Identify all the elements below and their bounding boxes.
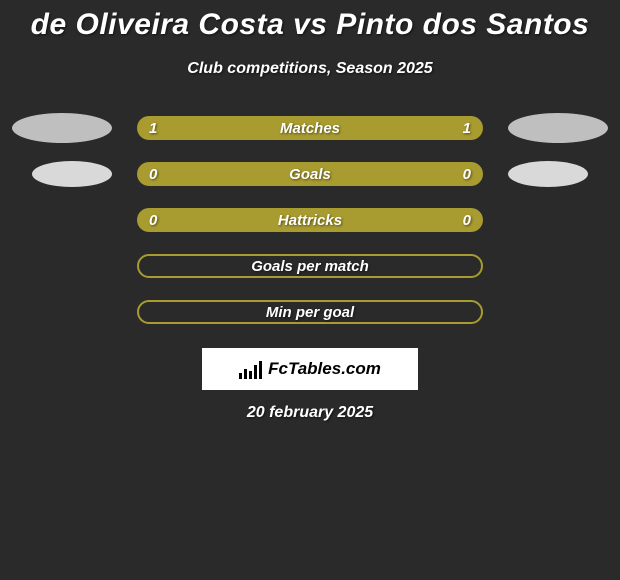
stat-bar: Goals per match	[137, 254, 483, 278]
stats-list: 1 Matches 1 0 Goals 0 0 Hattricks 0	[0, 116, 620, 324]
brand-text: FcTables.com	[268, 359, 381, 379]
player2-avatar	[508, 161, 588, 187]
subtitle: Club competitions, Season 2025	[0, 60, 620, 78]
stat-label: Min per goal	[266, 304, 354, 321]
stat-label: Hattricks	[278, 212, 342, 229]
stat-right-value: 0	[463, 212, 471, 229]
player1-avatar	[12, 113, 112, 143]
stat-left-value: 1	[149, 120, 157, 137]
stat-bar: 1 Matches 1	[137, 116, 483, 140]
chart-icon	[239, 359, 262, 379]
stat-row-goals: 0 Goals 0	[0, 162, 620, 186]
date-text: 20 february 2025	[0, 404, 620, 422]
stat-left-value: 0	[149, 166, 157, 183]
stat-label: Goals per match	[251, 258, 369, 275]
stat-row-hattricks: 0 Hattricks 0	[0, 208, 620, 232]
comparison-card: de Oliveira Costa vs Pinto dos Santos Cl…	[0, 0, 620, 422]
stat-bar: 0 Goals 0	[137, 162, 483, 186]
page-title: de Oliveira Costa vs Pinto dos Santos	[0, 8, 620, 42]
stat-left-value: 0	[149, 212, 157, 229]
player1-avatar	[32, 161, 112, 187]
stat-row-goals-per-match: Goals per match	[0, 254, 620, 278]
stat-bar: 0 Hattricks 0	[137, 208, 483, 232]
stat-bar: Min per goal	[137, 300, 483, 324]
stat-right-value: 1	[463, 120, 471, 137]
stat-label: Goals	[289, 166, 331, 183]
stat-label: Matches	[280, 120, 340, 137]
stat-row-matches: 1 Matches 1	[0, 116, 620, 140]
brand-logo: FcTables.com	[202, 348, 418, 390]
player2-avatar	[508, 113, 608, 143]
stat-right-value: 0	[463, 166, 471, 183]
stat-row-min-per-goal: Min per goal	[0, 300, 620, 324]
